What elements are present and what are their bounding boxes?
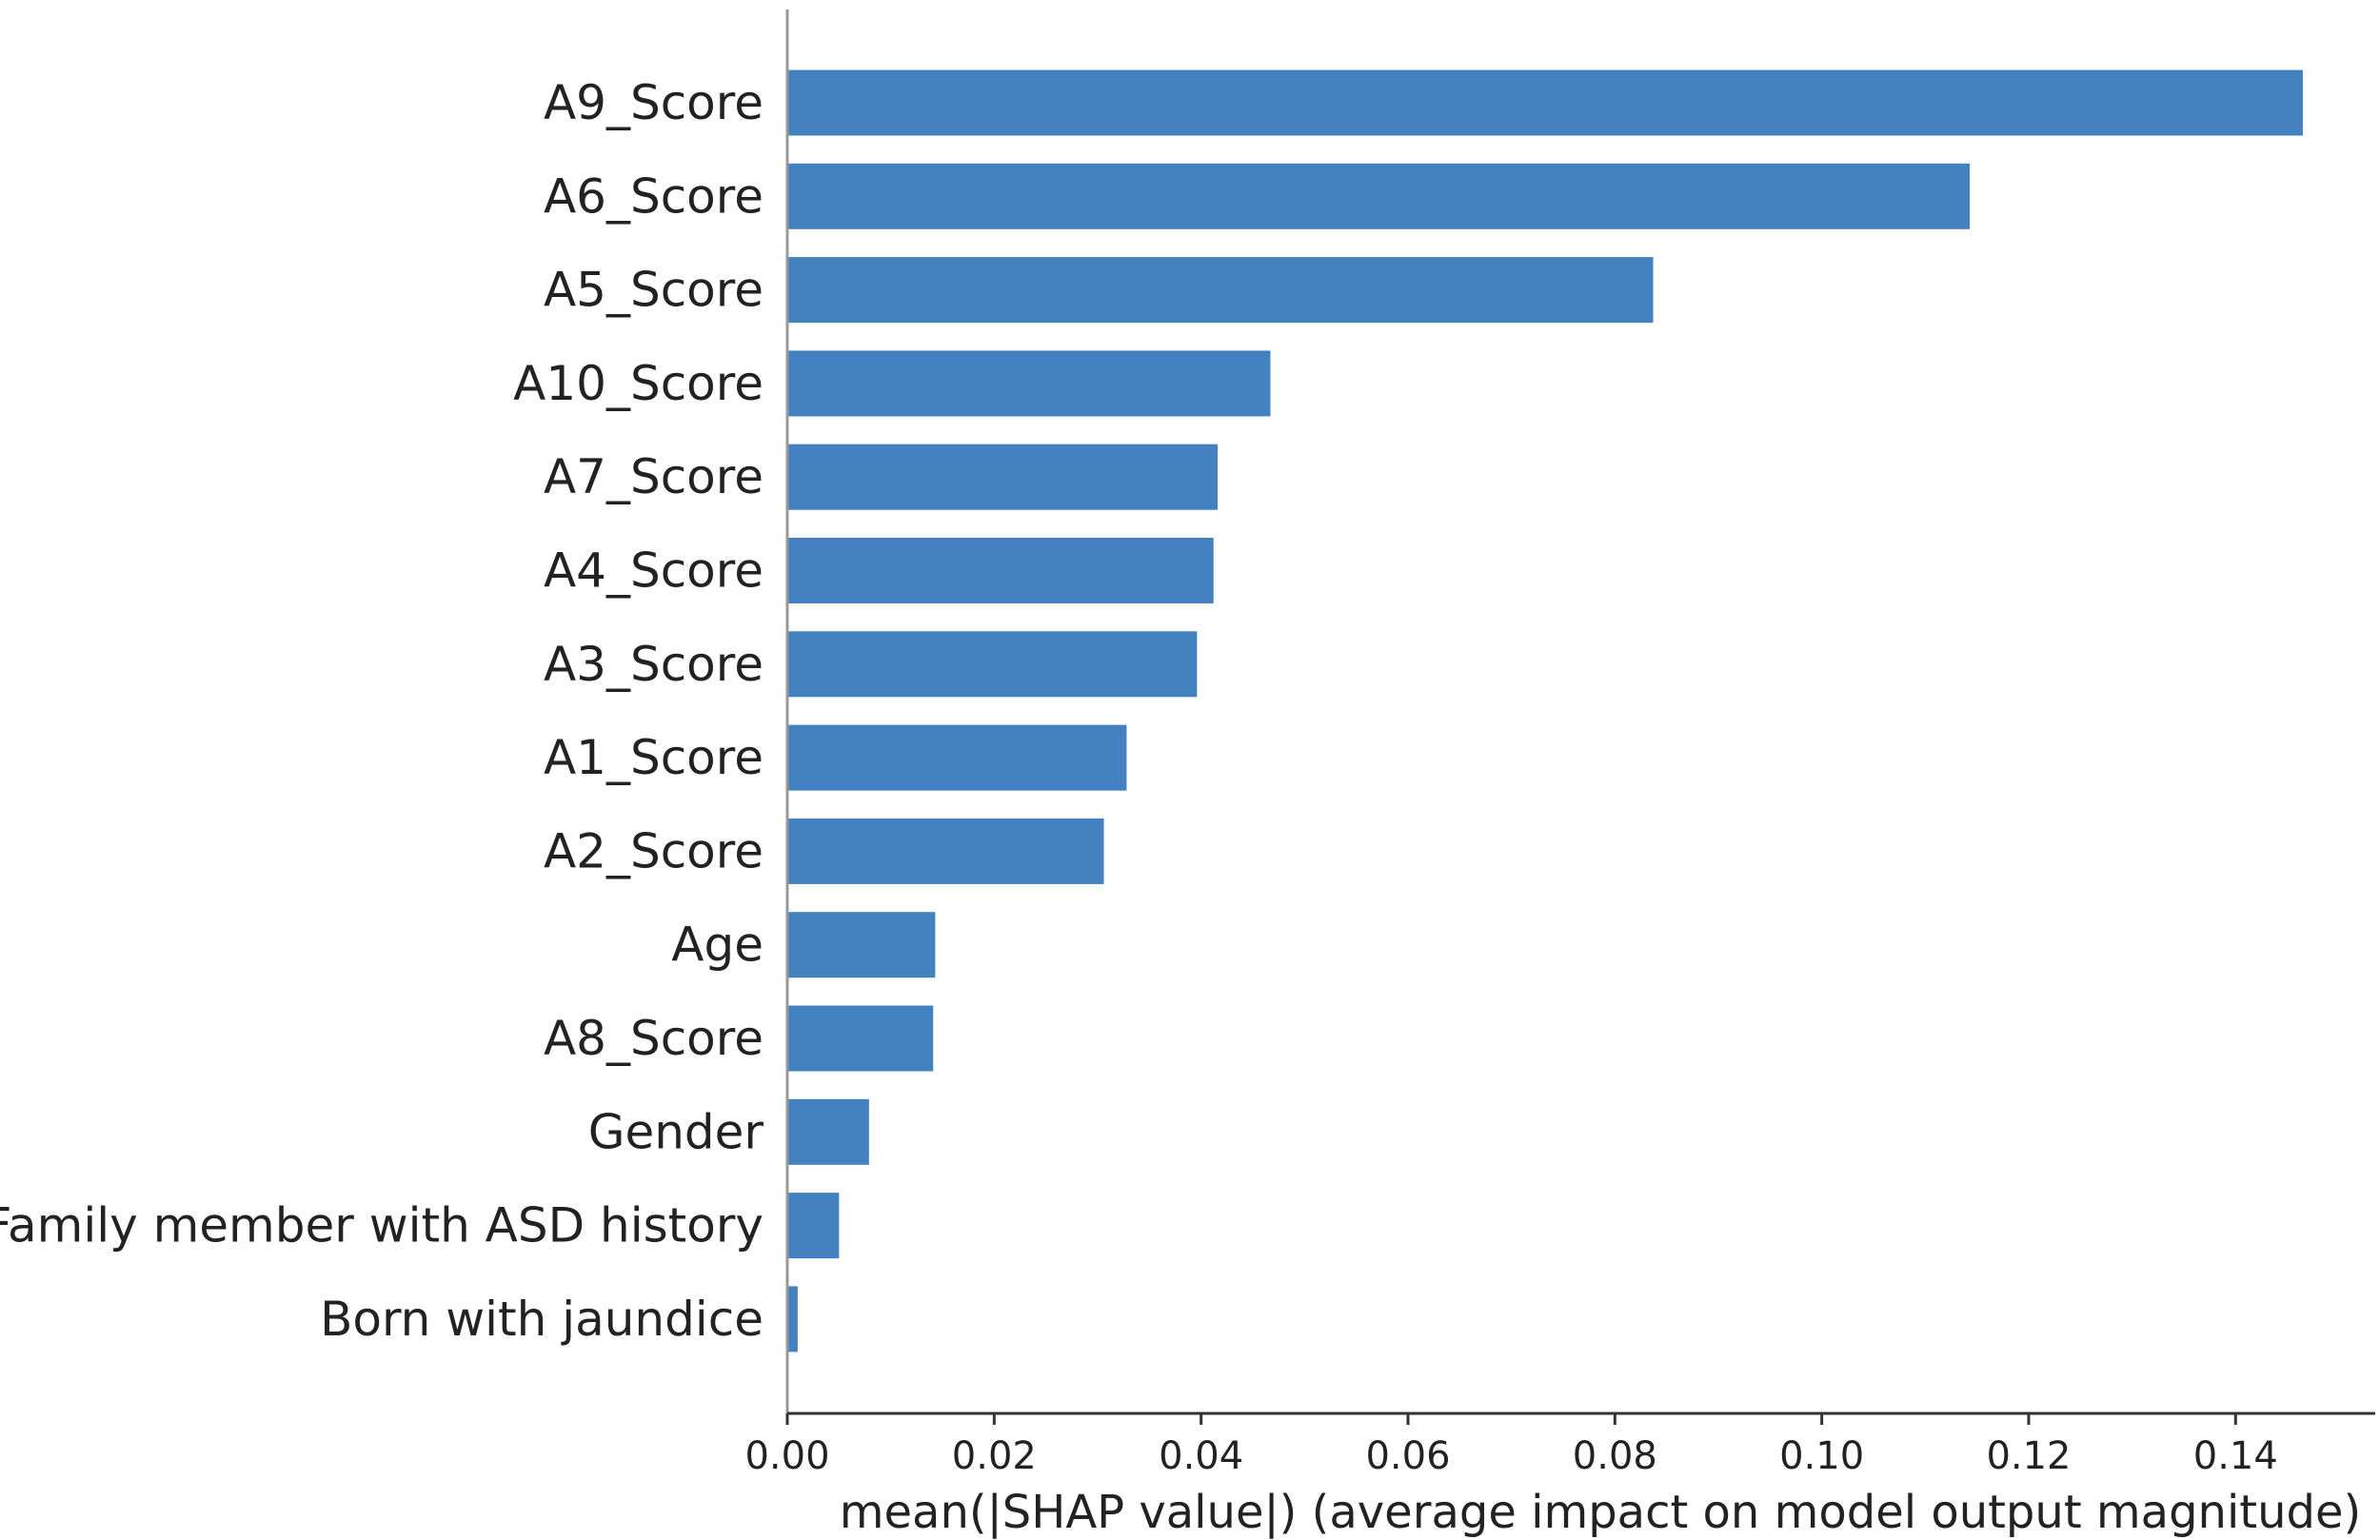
bar-a4-score [787, 538, 1214, 603]
bar-a9-score [787, 69, 2303, 136]
feature-label: A8_Score [544, 1011, 764, 1066]
x-tick-label: 0.02 [952, 1434, 1037, 1478]
x-tick-label: 0.14 [2193, 1434, 2278, 1478]
bar-a1-score [787, 724, 1127, 791]
axes-layer [785, 10, 2375, 1415]
bar-a7-score [787, 444, 1219, 510]
bar-age [787, 912, 936, 978]
feature-label: Born with jaundice [320, 1292, 764, 1347]
bar-a6-score [787, 163, 1971, 229]
feature-label: A1_Score [544, 730, 764, 785]
feature-label: A7_Score [544, 449, 764, 504]
bar-a8-score [787, 1005, 934, 1072]
x-tick-label: 0.10 [1779, 1434, 1864, 1478]
bar-a3-score [787, 631, 1198, 698]
feature-label: Family member with ASD history [0, 1198, 764, 1254]
feature-label: Age [671, 918, 764, 973]
bars-layer [787, 69, 2303, 1352]
feature-label: A4_Score [544, 543, 764, 599]
feature-label: A3_Score [544, 637, 764, 692]
bar-a5-score [787, 257, 1654, 324]
bar-family-member-with-asd-history [787, 1193, 840, 1259]
feature-label: A2_Score [544, 823, 764, 879]
feature-label: A9_Score [544, 75, 764, 130]
feature-label: Gender [588, 1104, 764, 1159]
x-axis-title: mean(|SHAP value|) (average impact on mo… [840, 1486, 2362, 1539]
bar-a10-score [787, 350, 1271, 417]
bar-a2-score [787, 818, 1104, 884]
x-tick-label: 0.08 [1573, 1434, 1657, 1478]
bar-born-with-jaundice [787, 1286, 798, 1352]
x-ticks-layer: 0.00 0.02 0.04 0.06 0.08 0.10 0.12 0.14 [744, 1413, 2278, 1478]
feature-label: A5_Score [544, 263, 764, 318]
bar-gender [787, 1098, 869, 1165]
feature-label: A10_Score [513, 356, 764, 411]
x-tick-label: 0.00 [744, 1434, 829, 1478]
x-tick-label: 0.06 [1365, 1434, 1450, 1478]
x-tick-label: 0.12 [1986, 1434, 2071, 1478]
feature-labels-layer: A9_Score A6_Score A5_Score A10_Score A7_Scor… [0, 75, 764, 1347]
x-tick-label: 0.04 [1159, 1434, 1243, 1478]
feature-label: A6_Score [544, 168, 764, 224]
